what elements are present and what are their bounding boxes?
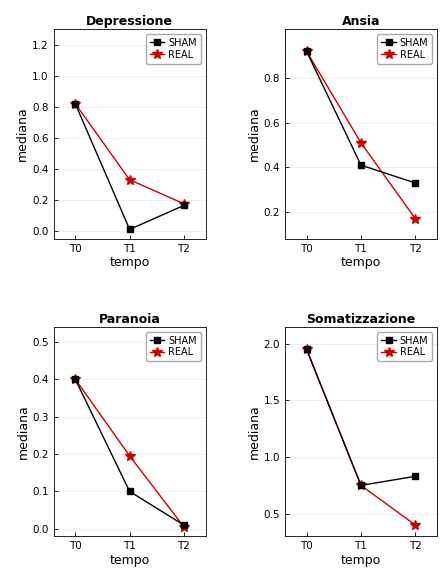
Y-axis label: mediana: mediana [16,107,29,161]
Line: SHAM: SHAM [73,101,187,232]
Line: SHAM: SHAM [304,347,418,488]
REAL [73,100,78,107]
Line: REAL: REAL [70,374,189,532]
Line: REAL: REAL [302,345,420,530]
REAL [182,524,187,531]
REAL [73,375,78,382]
X-axis label: tempo: tempo [110,257,150,269]
SHAM [182,202,187,209]
REAL [358,139,363,146]
Legend: SHAM, REAL: SHAM, REAL [377,332,432,361]
X-axis label: tempo: tempo [341,554,381,567]
Y-axis label: mediana: mediana [248,107,261,161]
SHAM [413,180,418,187]
SHAM [304,346,309,353]
REAL [413,215,418,222]
SHAM [182,522,187,529]
SHAM [358,161,363,168]
Line: SHAM: SHAM [73,377,187,528]
Y-axis label: mediana: mediana [17,404,29,459]
Legend: SHAM, REAL: SHAM, REAL [146,332,201,361]
REAL [413,522,418,529]
Legend: SHAM, REAL: SHAM, REAL [377,34,432,64]
Title: Paranoia: Paranoia [99,312,161,325]
REAL [304,346,309,353]
REAL [358,482,363,489]
X-axis label: tempo: tempo [341,257,381,269]
SHAM [358,482,363,489]
REAL [127,452,132,459]
Line: REAL: REAL [302,47,420,223]
Line: REAL: REAL [70,99,189,209]
Legend: SHAM, REAL: SHAM, REAL [146,34,201,64]
Line: SHAM: SHAM [304,48,418,186]
X-axis label: tempo: tempo [110,554,150,567]
SHAM [73,375,78,382]
SHAM [304,48,309,55]
REAL [182,201,187,208]
REAL [127,176,132,183]
Title: Depressione: Depressione [86,15,173,28]
Title: Ansia: Ansia [342,15,380,28]
Y-axis label: mediana: mediana [248,404,260,459]
Title: Somatizzazione: Somatizzazione [306,312,416,325]
SHAM [413,473,418,480]
REAL [304,48,309,55]
SHAM [127,226,132,233]
SHAM [73,100,78,107]
SHAM [127,488,132,495]
